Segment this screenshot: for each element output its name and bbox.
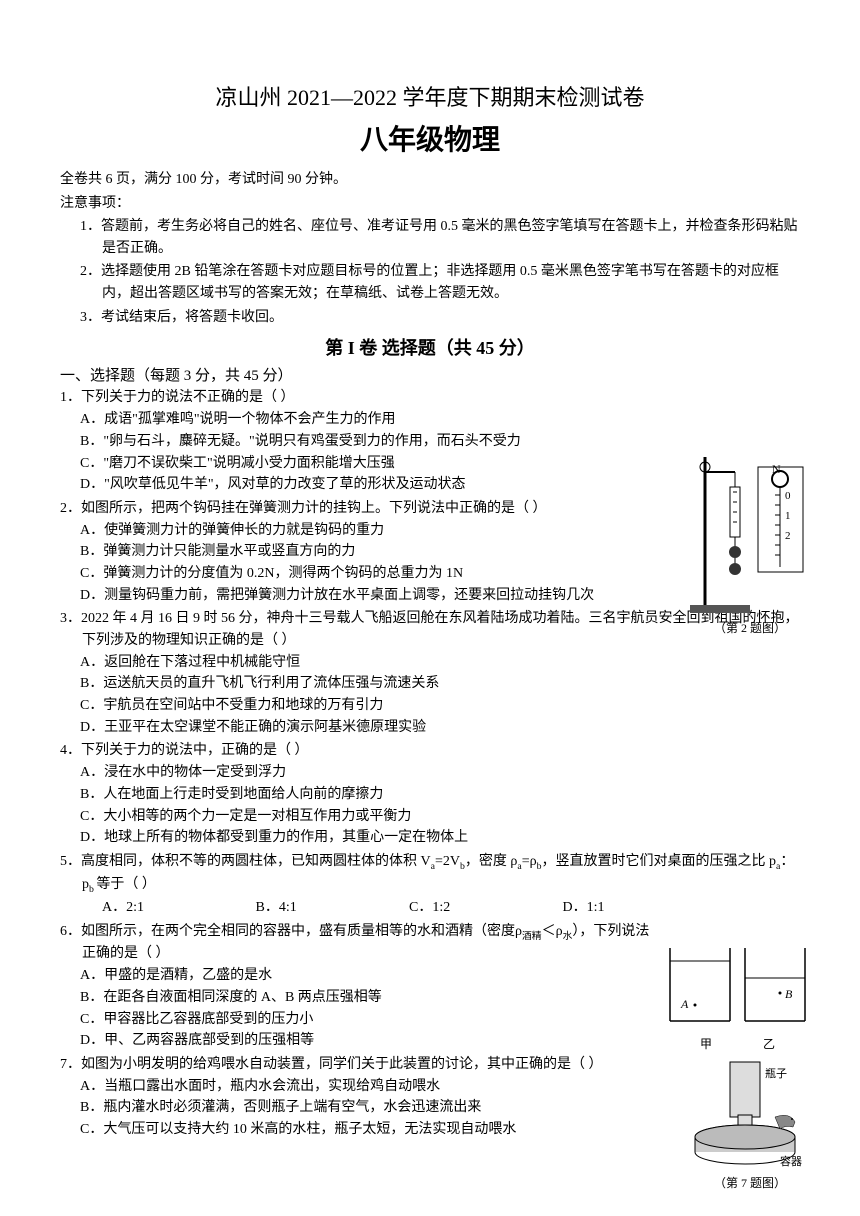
figure-q2-caption: （第 2 题图） xyxy=(690,619,810,636)
question-6-option-a: A．甲盛的是酒精，乙盛的是水 xyxy=(60,965,660,987)
page-title: 凉山州 2021—2022 学年度下期期末检测试卷 xyxy=(60,80,800,112)
svg-text:瓶子: 瓶子 xyxy=(765,1066,787,1080)
exam-info: 全卷共 6 页，满分 100 分，考试时间 90 分钟。 xyxy=(60,168,800,188)
question-4-option-c: C．大小相等的两个力一定是一对相互作用力或平衡力 xyxy=(60,806,800,828)
question-2-option-c: C．弹簧测力计的分度值为 0.2N，测得两个钩码的总重力为 1N xyxy=(60,563,660,585)
question-6-option-c: C．甲容器比乙容器底部受到的压力小 xyxy=(60,1009,660,1031)
question-6-stem: 6．如图所示，在两个完全相同的容器中，盛有质量相等的水和酒精（密度ρ酒精＜ρ水）… xyxy=(60,921,660,966)
q5-stem-part6: 等于（ ） xyxy=(96,877,156,892)
question-4-option-d: D．地球上所有的物体都受到重力的作用，其重心一定在物体上 xyxy=(60,827,800,849)
svg-text:0: 0 xyxy=(785,490,791,502)
sub-section-title: 一、选择题（每题 3 分，共 45 分） xyxy=(60,364,800,385)
question-7-option-c: C．大气压可以支持大约 10 米高的水柱，瓶子太短，无法实现自动喂水 xyxy=(60,1119,660,1141)
q5-stem-part2: =2V xyxy=(435,854,460,869)
question-2-option-d: D．测量钩码重力前，需把弹簧测力计放在水平桌面上调零，还要来回拉动挂钩几次 xyxy=(60,585,660,607)
question-7-option-a: A．当瓶口露出水面时，瓶内水会流出，实现给鸡自动喂水 xyxy=(60,1076,660,1098)
figure-q6: A B 甲 乙 xyxy=(665,943,810,1052)
page-subtitle: 八年级物理 xyxy=(60,118,800,158)
question-1: 1．下列关于力的说法不正确的是（ ） A．成语"孤掌难鸣"说明一个物体不会产生力… xyxy=(60,387,800,495)
q5-stem-part4: =ρ xyxy=(522,854,537,869)
figure-q7: 瓶子 容器 （第 7 题图） xyxy=(690,1057,810,1191)
content-area: 1．下列关于力的说法不正确的是（ ） A．成语"孤掌难鸣"说明一个物体不会产生力… xyxy=(60,387,800,1140)
question-1-option-b: B．"卵与石斗，麋碎无疑。"说明只有鸡蛋受到力的作用，而石头不受力 xyxy=(60,431,800,453)
notice-title: 注意事项： xyxy=(60,192,800,212)
notice-item-2: 2．选择题使用 2B 铅笔涂在答题卡对应题目标号的位置上；非选择题用 0.5 毫… xyxy=(60,261,800,304)
notice-item-3: 3．考试结束后，将答题卡收回。 xyxy=(60,307,800,329)
question-1-stem: 1．下列关于力的说法不正确的是（ ） xyxy=(60,387,800,409)
question-2-option-a: A．使弹簧测力计的弹簧伸长的力就是钩码的重力 xyxy=(60,520,660,542)
figure-q7-caption: （第 7 题图） xyxy=(690,1174,810,1191)
svg-text:B: B xyxy=(785,987,793,1001)
question-1-option-c: C．"磨刀不误砍柴工"说明减小受力面积能增大压强 xyxy=(60,453,800,475)
question-2-option-b: B．弹簧测力计只能测量水平或竖直方向的力 xyxy=(60,541,660,563)
question-5: 5．高度相同，体积不等的两圆柱体，已知两圆柱体的体积 Va=2Vb，密度 ρa=… xyxy=(60,851,800,919)
question-4-option-a: A．浸在水中的物体一定受到浮力 xyxy=(60,762,800,784)
question-5-option-a: A．2:1 xyxy=(102,897,252,919)
question-3-option-d: D．王亚平在太空课堂不能正确的演示阿基米德原理实验 xyxy=(60,717,800,739)
svg-text:容器: 容器 xyxy=(780,1154,802,1168)
question-6-option-b: B．在距各自液面相同深度的 A、B 两点压强相等 xyxy=(60,987,660,1009)
question-3: 3．2022 年 4 月 16 日 9 时 56 分，神舟十三号载人飞船返回舱在… xyxy=(60,608,800,738)
figure-q2: N 0 1 2 （第 2 题图） xyxy=(690,457,810,636)
question-5-option-d: D．1:1 xyxy=(563,897,713,919)
question-3-stem: 3．2022 年 4 月 16 日 9 时 56 分，神舟十三号载人飞船返回舱在… xyxy=(60,608,800,651)
question-6-option-d: D．甲、乙两容器底部受到的压强相等 xyxy=(60,1030,660,1052)
question-4: 4．下列关于力的说法中，正确的是（ ） A．浸在水中的物体一定受到浮力 B．人在… xyxy=(60,740,800,848)
question-3-option-c: C．宇航员在空间站中不受重力和地球的万有引力 xyxy=(60,695,800,717)
question-7-stem: 7．如图为小明发明的给鸡喂水自动装置，同学们关于此装置的讨论，其中正确的是（ ） xyxy=(60,1054,660,1076)
question-5-option-c: C．1:2 xyxy=(409,897,559,919)
question-3-option-b: B．运送航天员的直升飞机飞行利用了流体压强与流速关系 xyxy=(60,673,800,695)
svg-text:1: 1 xyxy=(785,510,791,522)
question-1-option-a: A．成语"孤掌难鸣"说明一个物体不会产生力的作用 xyxy=(60,409,800,431)
q6-stem-part1: 6．如图所示，在两个完全相同的容器中，盛有质量相等的水和酒精（密度ρ xyxy=(60,924,522,939)
question-5-option-b: B．4:1 xyxy=(256,897,406,919)
q5-stem-part1: 5．高度相同，体积不等的两圆柱体，已知两圆柱体的体积 V xyxy=(60,854,431,869)
figure-q6-label-yi: 乙 xyxy=(739,1035,799,1052)
question-5-stem: 5．高度相同，体积不等的两圆柱体，已知两圆柱体的体积 Va=2Vb，密度 ρa=… xyxy=(60,851,800,897)
section-title: 第 I 卷 选择题（共 45 分） xyxy=(60,334,800,360)
question-2: 2．如图所示，把两个钩码挂在弹簧测力计的挂钩上。下列说法中正确的是（ ） A．使… xyxy=(60,498,800,606)
svg-text:2: 2 xyxy=(785,530,791,542)
svg-text:A: A xyxy=(680,997,689,1011)
q5-stem-part5: ，竖直放置时它们对桌面的压强之比 p xyxy=(542,854,777,869)
q5-stem-part3: ，密度 ρ xyxy=(465,854,518,869)
question-7: 7．如图为小明发明的给鸡喂水自动装置，同学们关于此装置的讨论，其中正确的是（ ）… xyxy=(60,1054,800,1141)
svg-text:N: N xyxy=(772,462,781,476)
figure-q6-label-jia: 甲 xyxy=(676,1035,736,1052)
question-4-stem: 4．下列关于力的说法中，正确的是（ ） xyxy=(60,740,800,762)
question-3-option-a: A．返回舱在下落过程中机械能守恒 xyxy=(60,652,800,674)
q6-stem-part2: ＜ρ xyxy=(542,924,563,939)
question-1-option-d: D．"风吹草低见牛羊"，风对草的力改变了草的形状及运动状态 xyxy=(60,474,800,496)
question-7-option-b: B．瓶内灌水时必须灌满，否则瓶子上端有空气，水会迅速流出来 xyxy=(60,1097,660,1119)
question-2-stem: 2．如图所示，把两个钩码挂在弹簧测力计的挂钩上。下列说法中正确的是（ ） xyxy=(60,498,660,520)
question-4-option-b: B．人在地面上行走时受到地面给人向前的摩擦力 xyxy=(60,784,800,806)
notice-item-1: 1．答题前，考生务必将自己的姓名、座位号、准考证号用 0.5 毫米的黑色签字笔填… xyxy=(60,216,800,259)
